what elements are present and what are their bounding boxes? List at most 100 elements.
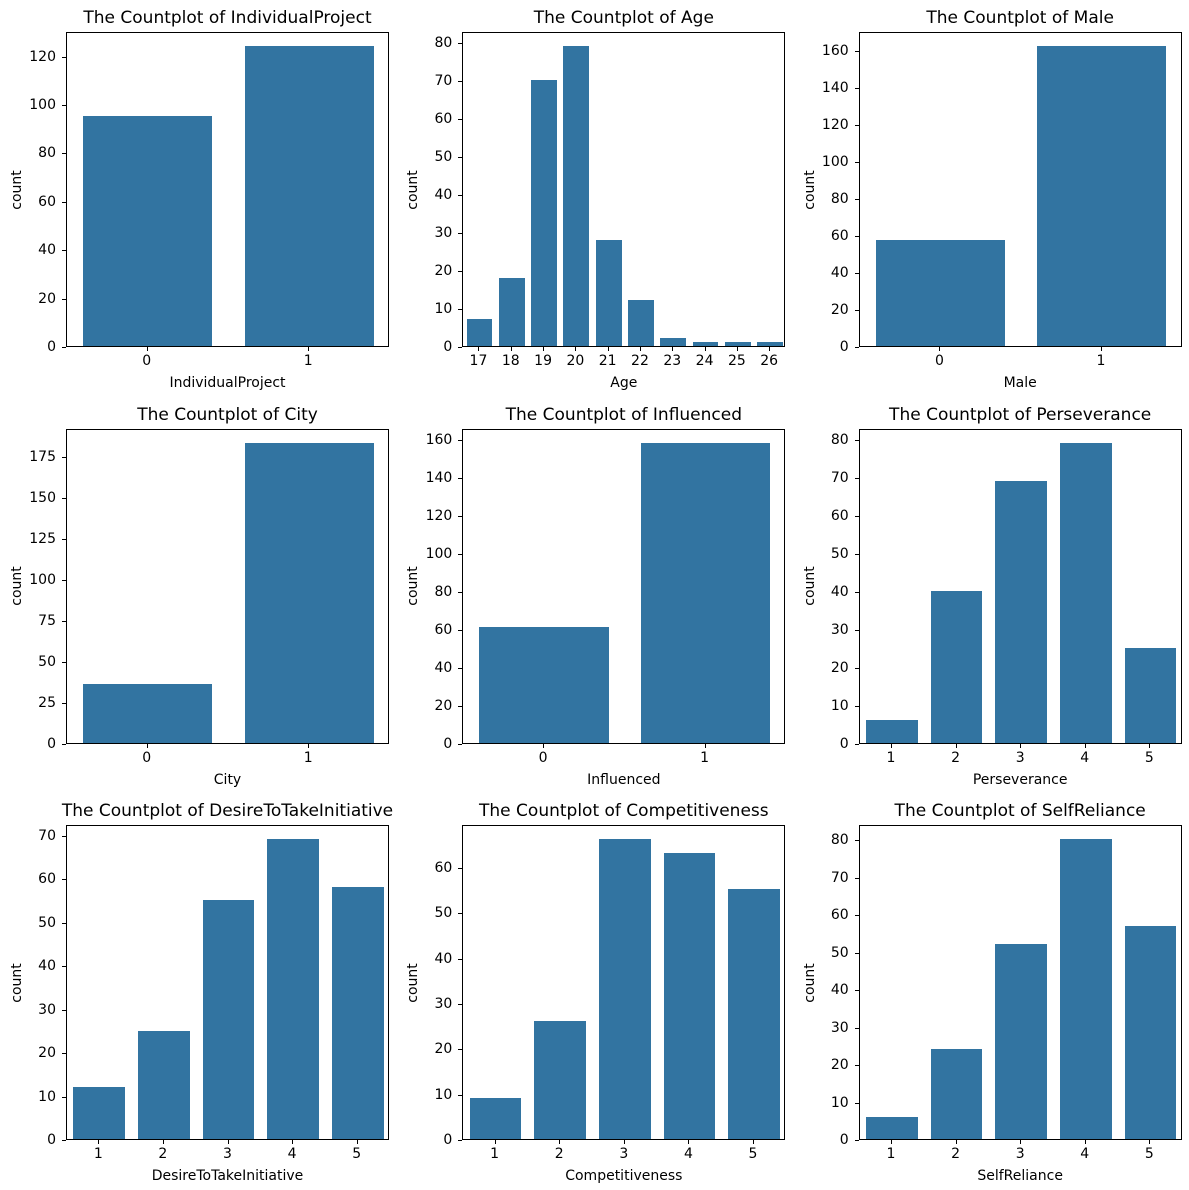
y-tick-mark [458, 1094, 463, 1096]
bar-Competitiveness-4 [663, 852, 716, 1140]
x-tick-label: 0 [934, 353, 944, 369]
x-axis-label: Competitiveness [565, 1168, 683, 1185]
y-tick-mark [854, 235, 859, 237]
bar-Perseverance-3 [995, 480, 1047, 743]
x-tick-mark [736, 347, 738, 351]
y-tick-label: 30 [830, 621, 849, 638]
y-tick-mark [854, 1027, 859, 1029]
y-tick-mark [854, 705, 859, 707]
y-tick-label: 30 [830, 1019, 849, 1036]
x-tick-mark [753, 1140, 755, 1145]
y-tick-label: 0 [47, 735, 56, 752]
x-tick-label: 19 [534, 353, 552, 369]
bar-IndividualProject-0 [83, 116, 213, 346]
y-tick-mark [854, 124, 859, 126]
y-tick-mark [62, 835, 66, 837]
chart-title: The Countplot of SelfReliance [894, 801, 1146, 822]
y-tick-label: 0 [443, 1132, 453, 1149]
bar-Age-20 [563, 46, 590, 346]
y-tick-label: 50 [38, 653, 56, 670]
x-tick-label: 4 [287, 1146, 297, 1163]
y-tick-mark [62, 661, 66, 663]
bar-Influenced-0 [479, 626, 609, 743]
y-tick-mark [62, 1009, 66, 1011]
y-tick-mark [854, 515, 859, 517]
y-tick-label: 120 [821, 116, 849, 133]
x-tick-mark [955, 743, 957, 748]
y-tick-mark [854, 743, 859, 745]
x-tick-mark [227, 1140, 229, 1145]
bar-DesireToTakeInitiative-4 [267, 839, 319, 1140]
y-tick-label: 10 [38, 1088, 56, 1105]
y-tick-mark [458, 477, 463, 479]
x-axis-label: DesireToTakeInitiative [151, 1168, 304, 1185]
x-tick-mark [146, 347, 148, 351]
x-tick-label: 4 [683, 1146, 693, 1163]
x-tick-mark [939, 347, 941, 351]
x-tick-mark [890, 1140, 892, 1145]
y-tick-label: 30 [38, 1001, 56, 1018]
y-tick-mark [62, 579, 66, 581]
x-tick-label: 1 [886, 749, 896, 766]
x-tick-label: 5 [748, 1146, 758, 1163]
y-tick-mark [458, 913, 463, 915]
x-tick-mark [98, 1140, 100, 1145]
bar-SelfReliance-2 [930, 1049, 983, 1140]
bar-Age-24 [692, 342, 719, 346]
x-tick-label: 17 [469, 353, 488, 369]
y-tick-label: 100 [29, 97, 56, 114]
x-tick-label: 20 [566, 353, 585, 369]
y-tick-label: 80 [434, 583, 453, 600]
y-tick-mark [854, 915, 859, 917]
y-tick-mark [854, 272, 859, 274]
chart-title: The Countplot of Competitiveness [479, 801, 769, 822]
x-tick-label: 1 [700, 749, 710, 766]
x-tick-mark [688, 1140, 690, 1145]
y-tick-label: 20 [434, 697, 453, 714]
bar-Perseverance-2 [930, 590, 983, 743]
y-tick-label: 160 [425, 431, 453, 448]
y-tick-mark [62, 1140, 66, 1142]
bar-DesireToTakeInitiative-2 [138, 1030, 190, 1140]
x-tick-mark [1149, 1140, 1151, 1145]
y-tick-label: 40 [38, 958, 56, 975]
plot-area [66, 428, 389, 744]
y-tick-mark [458, 1003, 463, 1005]
x-tick-mark [162, 1140, 164, 1145]
y-tick-label: 80 [830, 832, 849, 849]
plot-area [66, 825, 389, 1141]
x-tick-label: 1 [303, 749, 313, 766]
y-tick-label: 70 [830, 469, 849, 486]
plot-area [858, 428, 1182, 744]
x-tick-mark [704, 743, 706, 748]
y-tick-label: 40 [434, 659, 453, 676]
y-tick-label: 20 [38, 290, 56, 307]
y-tick-label: 70 [830, 869, 849, 886]
y-tick-label: 10 [434, 1086, 453, 1103]
y-tick-label: 125 [29, 530, 56, 547]
x-tick-label: 1 [93, 1146, 103, 1163]
bar-Competitiveness-3 [598, 839, 651, 1140]
bar-Age-25 [724, 342, 751, 346]
y-tick-label: 50 [434, 149, 453, 166]
plot-area [858, 32, 1182, 347]
y-tick-mark [854, 1140, 859, 1142]
x-tick-label: 24 [695, 353, 714, 369]
subplot-DesireToTakeInitiative: The Countplot of DesireToTakeInitiative c… [0, 793, 396, 1190]
bar-Perseverance-5 [1124, 647, 1177, 743]
y-tick-label: 25 [38, 694, 56, 711]
y-tick-label: 40 [434, 187, 453, 204]
y-tick-mark [458, 867, 463, 869]
y-tick-mark [62, 879, 66, 881]
x-tick-label: 4 [1080, 749, 1090, 766]
y-tick-label: 50 [830, 944, 849, 961]
y-tick-mark [458, 43, 463, 45]
y-tick-label: 100 [425, 545, 453, 562]
y-tick-label: 20 [434, 263, 453, 280]
y-tick-mark [854, 877, 859, 879]
y-tick-label: 140 [821, 79, 849, 96]
x-tick-mark [890, 743, 892, 748]
bar-Competitiveness-5 [728, 889, 780, 1140]
y-tick-label: 50 [38, 914, 56, 931]
